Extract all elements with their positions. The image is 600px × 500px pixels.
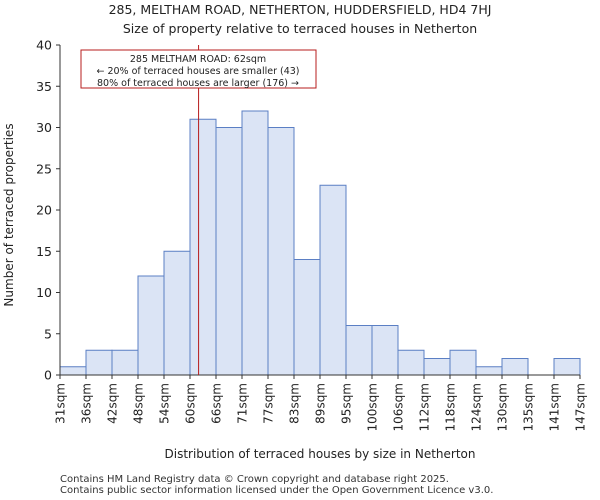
annotation-line-3: 80% of terraced houses are larger (176) …	[97, 78, 299, 89]
x-tick-label: 118sqm	[444, 383, 458, 431]
bar-36sqm	[85, 349, 113, 376]
bar-118sqm	[449, 349, 477, 376]
y-axis-label: Number of terraced properties	[2, 123, 16, 306]
bar-100sqm	[371, 325, 399, 376]
bar-95sqm	[345, 325, 373, 376]
x-tick-label: 36sqm	[80, 383, 94, 424]
bar-83sqm	[293, 259, 321, 376]
histogram-chart: 0 5 10 15 20 25 30 35 40 31sqm 36sqm 42sqm 48sqm 54s…	[2, 38, 588, 462]
x-tick-label: 112sqm	[418, 383, 432, 431]
bar-106sqm	[397, 349, 425, 376]
bar-124sqm	[475, 366, 503, 376]
footer-line-1: Contains HM Land Registry data © Crown c…	[60, 474, 449, 485]
x-axis-ticks: 31sqm 36sqm 42sqm 48sqm 54sqm 60sqm 66sqm 71sqm…	[54, 375, 588, 431]
bar-141sqm	[553, 358, 581, 376]
x-tick-label: 60sqm	[184, 383, 198, 424]
footer-line-2: Contains public sector information licen…	[60, 485, 494, 496]
x-tick-label: 31sqm	[54, 383, 68, 424]
x-tick-label: 106sqm	[392, 383, 406, 431]
bar-89sqm	[319, 184, 347, 376]
x-tick-label: 66sqm	[210, 383, 224, 424]
bar-60sqm	[189, 118, 217, 376]
y-tick-label: 5	[44, 326, 52, 341]
annotation-box	[80, 49, 317, 89]
annotation-line-1: 285 MELTHAM ROAD: 62sqm	[130, 54, 266, 65]
x-tick-label: 141sqm	[548, 383, 562, 431]
bar-77sqm	[267, 127, 295, 376]
x-tick-label: 130sqm	[496, 383, 510, 431]
property-marker: 285 MELTHAM ROAD: 62sqm← 20% of terraced…	[80, 45, 317, 375]
bars	[59, 110, 581, 376]
x-tick-label: 83sqm	[288, 383, 302, 424]
bar-48sqm	[137, 275, 165, 376]
x-tick-label: 42sqm	[106, 383, 120, 424]
bar-71sqm	[241, 110, 269, 376]
x-tick-label: 48sqm	[132, 383, 146, 424]
y-tick-label: 15	[36, 244, 52, 259]
x-tick-label: 124sqm	[470, 383, 484, 431]
y-tick-label: 40	[36, 38, 52, 53]
bar-42sqm	[111, 349, 139, 376]
y-tick-label: 25	[36, 161, 52, 176]
bar-112sqm	[423, 358, 451, 376]
bar-54sqm	[163, 250, 191, 376]
y-tick-label: 20	[36, 203, 52, 218]
bar-31sqm	[59, 366, 87, 376]
y-tick-label: 10	[36, 285, 52, 300]
chart-subtitle: Size of property relative to terraced ho…	[122, 21, 478, 36]
x-tick-label: 71sqm	[236, 383, 250, 424]
x-tick-label: 100sqm	[366, 383, 380, 431]
x-tick-label: 89sqm	[314, 383, 328, 424]
y-axis-ticks: 0 5 10 15 20 25 30 35 40	[36, 38, 60, 383]
x-tick-label: 135sqm	[522, 383, 536, 431]
x-tick-label: 77sqm	[262, 383, 276, 424]
x-tick-label: 95sqm	[340, 383, 354, 424]
bar-66sqm	[215, 127, 243, 376]
y-tick-label: 35	[36, 79, 52, 94]
chart-title: 285, MELTHAM ROAD, NETHERTON, HUDDERSFIE…	[108, 2, 492, 17]
y-tick-label: 0	[44, 368, 52, 383]
annotation-line-2: ← 20% of terraced houses are smaller (43…	[96, 66, 299, 77]
x-tick-label: 147sqm	[574, 383, 588, 431]
bar-130sqm	[501, 358, 529, 376]
x-tick-label: 54sqm	[158, 383, 172, 424]
x-axis-label: Distribution of terraced houses by size …	[165, 447, 476, 461]
y-tick-label: 30	[36, 120, 52, 135]
